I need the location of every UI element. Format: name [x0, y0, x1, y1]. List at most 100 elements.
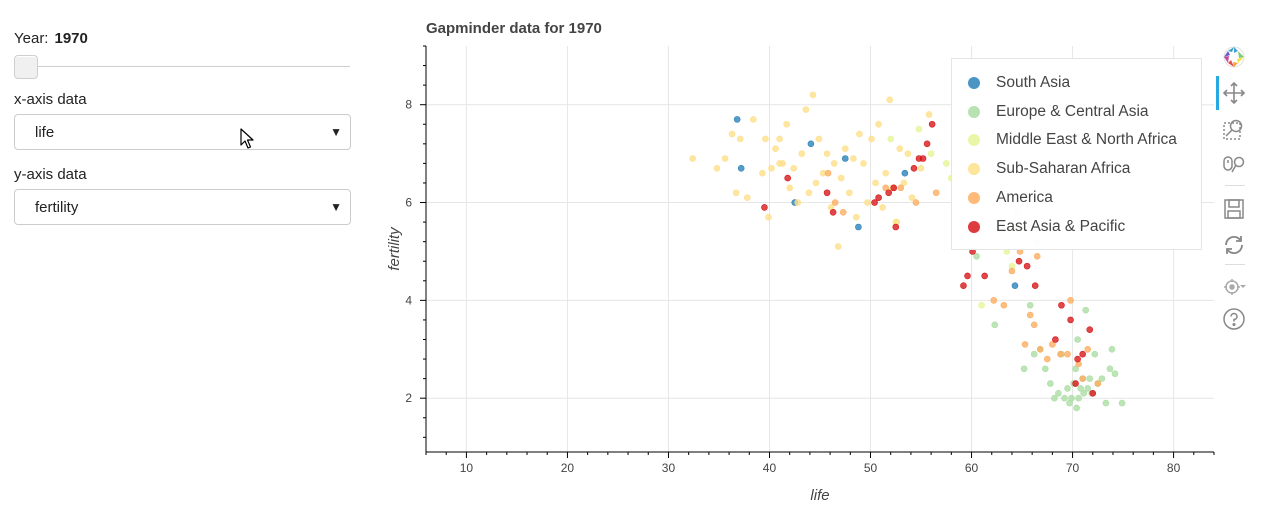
- data-point: [1064, 385, 1071, 392]
- data-point: [942, 160, 950, 167]
- data-point: [1026, 311, 1034, 319]
- data-point: [743, 194, 751, 201]
- data-point: [1091, 350, 1099, 358]
- data-point: [1058, 301, 1065, 309]
- data-point: [925, 111, 933, 118]
- data-point: [790, 164, 798, 172]
- active-tool-indicator: [1216, 76, 1219, 110]
- data-point: [919, 155, 927, 162]
- data-point: [841, 145, 849, 153]
- y-axis-data-label: y-axis data: [14, 166, 87, 183]
- x-tick-label: 30: [662, 461, 676, 475]
- y-axis-select[interactable]: fertility ▼: [14, 189, 351, 225]
- data-point: [991, 321, 999, 329]
- box-zoom-icon[interactable]: [1221, 116, 1247, 142]
- data-point: [765, 213, 772, 221]
- data-point: [928, 120, 936, 128]
- data-point: [1079, 375, 1086, 382]
- caret-down-icon: ▼: [330, 200, 342, 214]
- data-point: [1118, 399, 1126, 407]
- legend-swatch: [968, 105, 980, 118]
- reset-icon[interactable]: [1221, 232, 1247, 258]
- x-axis-select[interactable]: life ▼: [14, 114, 351, 150]
- data-point: [829, 209, 837, 216]
- data-point: [978, 301, 985, 309]
- legend-label: Europe & Central Asia: [996, 102, 1149, 120]
- legend-item: America: [952, 185, 1053, 211]
- data-point: [1061, 394, 1068, 402]
- y-tick-label: 2: [405, 391, 412, 405]
- data-point: [875, 120, 882, 128]
- data-point: [737, 164, 745, 172]
- data-point: [886, 96, 894, 104]
- y-axis-select-value: fertility: [35, 199, 79, 216]
- data-point: [1064, 350, 1071, 358]
- data-point: [815, 135, 823, 143]
- x-axis-data-label: x-axis data: [14, 91, 87, 108]
- data-point: [856, 130, 863, 138]
- x-tick-label: 40: [763, 461, 777, 475]
- data-point: [1057, 350, 1064, 358]
- data-point: [807, 140, 815, 148]
- x-tick-label: 80: [1167, 461, 1181, 475]
- plot-title: Gapminder data for 1970: [426, 20, 602, 37]
- data-point: [768, 164, 775, 172]
- data-point: [932, 189, 940, 197]
- hover-icon[interactable]: [1221, 274, 1247, 300]
- year-slider-handle[interactable]: [14, 55, 38, 79]
- data-point: [1074, 336, 1081, 343]
- data-point: [864, 199, 871, 206]
- bokeh-logo-icon[interactable]: [1221, 44, 1247, 70]
- legend-item: Europe & Central Asia: [952, 99, 1149, 125]
- data-point: [910, 164, 918, 172]
- y-tick-label: 4: [405, 293, 412, 307]
- year-slider-track[interactable]: [14, 66, 350, 67]
- data-point: [1108, 345, 1116, 353]
- data-point: [981, 272, 988, 280]
- data-point: [973, 253, 980, 260]
- legend-label: America: [996, 188, 1053, 206]
- data-point: [882, 184, 889, 192]
- legend-item: South Asia: [952, 70, 1070, 96]
- legend-swatch: [968, 191, 980, 204]
- data-point: [1068, 394, 1075, 402]
- year-label-text: Year:: [14, 30, 49, 47]
- data-point: [1020, 365, 1028, 373]
- x-axis-label: life: [810, 487, 829, 504]
- wheel-zoom-icon[interactable]: [1221, 152, 1247, 178]
- data-point: [1036, 345, 1044, 353]
- save-icon[interactable]: [1221, 196, 1247, 222]
- data-point: [923, 140, 931, 148]
- data-point: [900, 179, 908, 187]
- data-point: [1008, 267, 1016, 275]
- toolbar-separator: [1225, 264, 1245, 265]
- data-point: [1079, 350, 1086, 358]
- data-point: [927, 150, 935, 157]
- x-tick-label: 20: [561, 461, 575, 475]
- data-point: [901, 169, 909, 177]
- pan-icon[interactable]: [1221, 80, 1247, 106]
- data-point: [1030, 350, 1038, 358]
- data-point: [1052, 336, 1059, 343]
- data-point: [1077, 385, 1084, 392]
- data-point: [875, 194, 882, 201]
- help-icon[interactable]: [1221, 306, 1247, 332]
- data-point: [1094, 380, 1102, 387]
- data-point: [1049, 341, 1056, 348]
- data-point: [728, 130, 736, 138]
- data-point: [824, 169, 832, 177]
- data-point: [1067, 316, 1074, 324]
- data-point: [1075, 394, 1082, 402]
- data-point: [1067, 297, 1074, 304]
- year-slider[interactable]: [14, 55, 350, 79]
- data-point: [908, 194, 916, 201]
- legend-swatch: [968, 220, 980, 233]
- data-point: [834, 243, 842, 250]
- plot-toolbar: [1216, 40, 1256, 340]
- axes: 10 20 30 40 50 60 70 80 2 4 6 8: [405, 45, 1215, 475]
- y-tick-label: 6: [405, 196, 412, 210]
- data-point: [960, 282, 967, 289]
- data-point: [882, 169, 889, 177]
- data-point: [1073, 404, 1080, 412]
